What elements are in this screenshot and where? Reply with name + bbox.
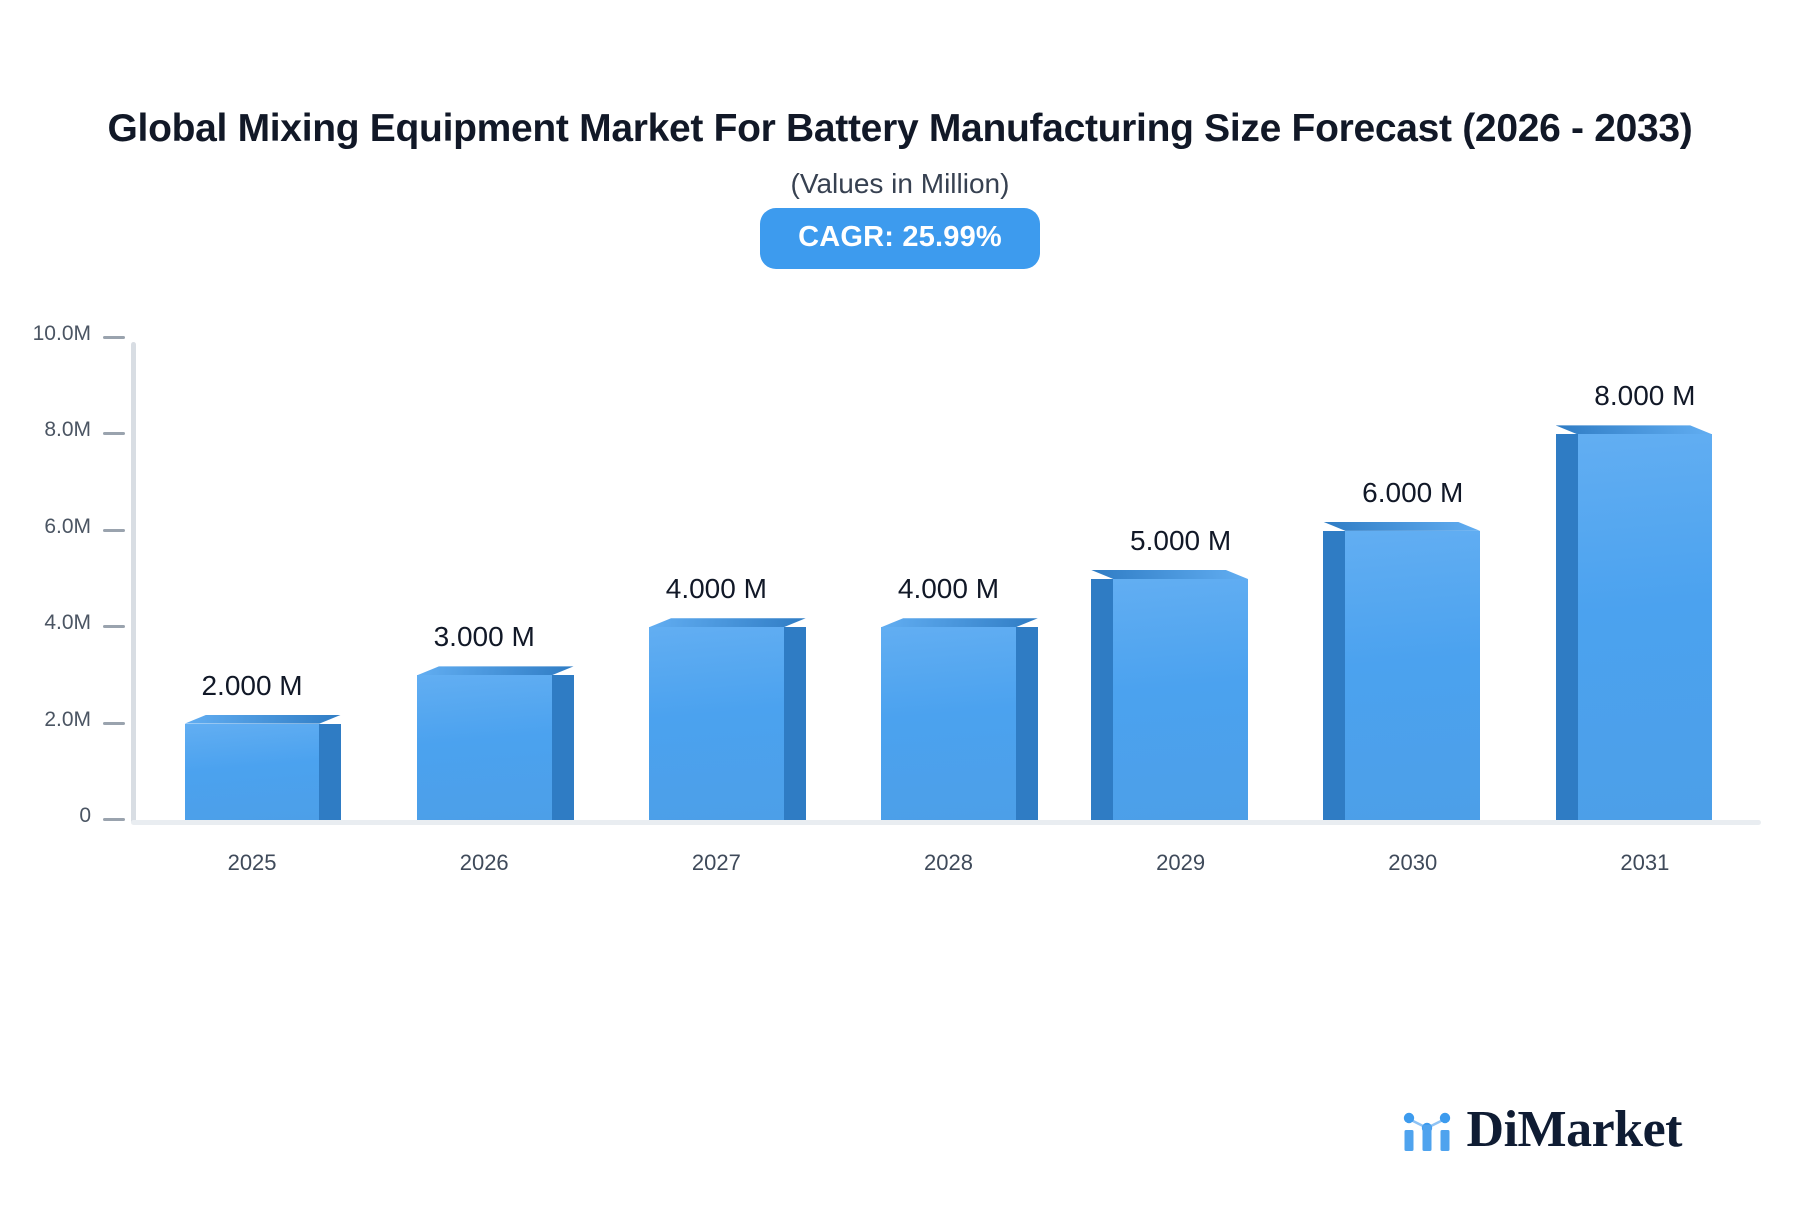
bar-value-label: 5.000 M [1130, 525, 1232, 556]
cagr-badge-container: CAGR: 25.99% [0, 207, 1800, 269]
x-axis-tick-label: 2028 [924, 850, 973, 875]
bar-column: 5.000 M [1091, 330, 1248, 825]
y-axis-tick-label: 10.0M [32, 322, 91, 345]
bar-3d-top [185, 715, 342, 724]
bar-group[interactable]: 4.000 M 2027 [600, 330, 832, 875]
x-axis-tick-label: 2027 [691, 850, 741, 875]
bar-value-label: 4.000 M [897, 573, 1000, 605]
bar-group[interactable]: 5.000 M 2029 [1065, 330, 1297, 875]
x-axis-tick-label: 2029 [1156, 850, 1206, 875]
bar-3d-top [649, 618, 806, 627]
bar-series: 2.000 M 2025 3.000 M 2026 4.000 M 2027 4.000 M… [136, 330, 1761, 875]
bar-3d-top [417, 666, 574, 675]
x-axis-tick-label: 2030 [1388, 850, 1438, 875]
y-axis-tick-mark [103, 528, 125, 532]
y-axis-tick-label: 0 [79, 804, 91, 827]
bar-group[interactable]: 2.000 M 2025 [136, 330, 368, 875]
bar-3d-side [1323, 530, 1346, 820]
bar-column: 6.000 M [1323, 330, 1481, 825]
bar-3d-top [1091, 570, 1248, 579]
bar-value-label: 3.000 M [433, 621, 535, 653]
status-badge-cagr: CAGR: 25.99% [760, 207, 1040, 269]
bar-column: 2.000 M [184, 330, 342, 825]
bar-value-label: 6.000 M [1362, 476, 1464, 508]
bar-group[interactable]: 6.000 M 2030 [1297, 330, 1529, 875]
x-axis-tick-label: 2026 [459, 850, 509, 875]
bar-3d-side [551, 675, 574, 820]
y-axis-tick-mark [103, 625, 125, 629]
y-axis-tick-mark [103, 336, 125, 339]
bar[interactable] [1091, 579, 1248, 820]
y-axis-tick-mark [103, 721, 125, 725]
plot-area: 0 2.0M 4.0M 6.0M 8.0M 10.0M 2.000 M 2025 3.000 … [0, 322, 1800, 890]
y-axis-tick-label: 2.0M [44, 707, 91, 731]
x-axis-tick-label: 2025 [227, 850, 277, 875]
bar[interactable] [649, 627, 806, 820]
bar-value-label: 8.000 M [1594, 380, 1696, 412]
x-axis-baseline [131, 820, 1761, 825]
page-title: Global Mixing Equipment Market For Batte… [107, 107, 1693, 150]
bar-column: 4.000 M [649, 330, 806, 825]
y-axis-tick-mark [103, 818, 125, 821]
bar-3d-side [1091, 579, 1114, 820]
y-axis-tick-label: 4.0M [44, 611, 91, 635]
bar-group[interactable]: 8.000 M 2031 [1529, 330, 1761, 875]
x-axis-tick-label: 2031 [1620, 850, 1670, 875]
bar[interactable] [1555, 434, 1713, 820]
chart-header: Global Mixing Equipment Market For Batte… [0, 0, 1800, 269]
bar-3d-side [1555, 434, 1578, 820]
bar-chart-logo-icon [1403, 1112, 1450, 1151]
bar-3d-top [1556, 425, 1713, 434]
bar-3d-top [1323, 522, 1480, 531]
bar-3d-side [783, 627, 806, 820]
bar-3d-top [881, 618, 1038, 627]
bar-column: 8.000 M [1555, 330, 1713, 825]
bar-3d-side [319, 723, 342, 820]
y-axis-tick-mark [103, 432, 125, 436]
bar-column: 3.000 M [416, 330, 574, 825]
bar-group[interactable]: 4.000 M 2028 [832, 330, 1064, 875]
bar[interactable] [416, 675, 574, 820]
bar-value-label: 4.000 M [665, 573, 767, 605]
bar-3d-side [1015, 627, 1038, 820]
y-axis-line [131, 342, 136, 824]
brand-logo: DiMarket [1401, 1101, 1683, 1158]
bar-value-label: 2.000 M [201, 669, 303, 701]
y-axis-tick-label: 6.0M [44, 514, 91, 538]
chart-subtitle: (Values in Million) [790, 167, 1010, 199]
bar-group[interactable]: 3.000 M 2026 [368, 330, 600, 875]
y-axis-tick-label: 8.0M [44, 418, 91, 442]
brand-name: DiMarket [1466, 1101, 1683, 1158]
bar[interactable] [881, 627, 1038, 820]
bar-column: 4.000 M [881, 330, 1038, 825]
bar[interactable] [184, 724, 342, 820]
bar[interactable] [1323, 531, 1481, 820]
